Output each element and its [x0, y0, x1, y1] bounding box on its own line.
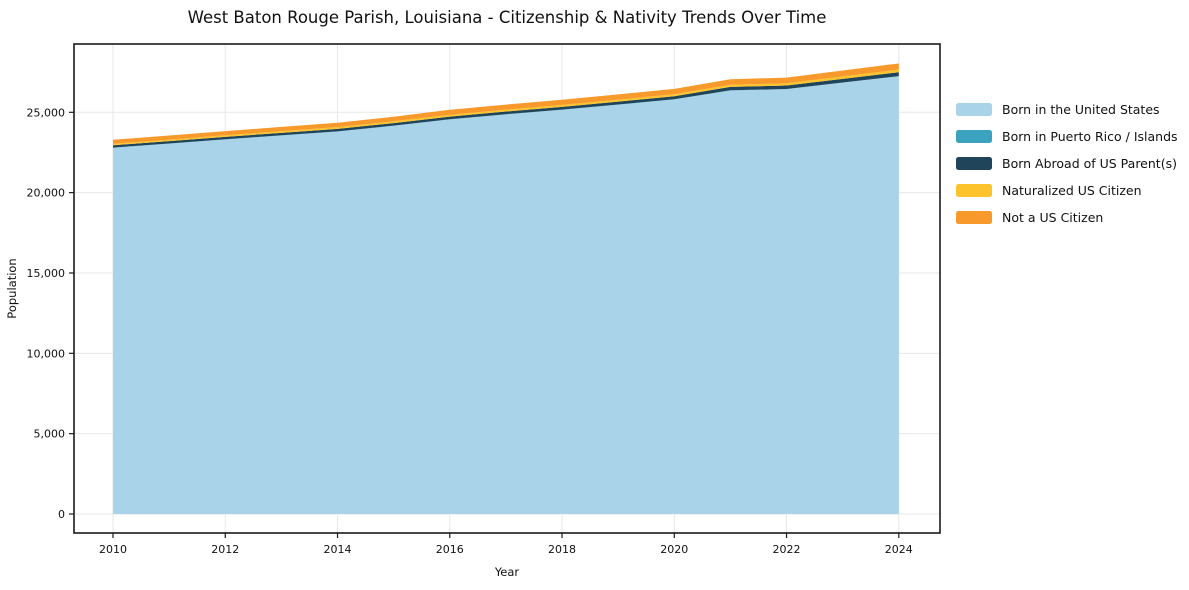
legend-item: Not a US Citizen	[956, 209, 1178, 225]
legend-label: Not a US Citizen	[1002, 209, 1104, 225]
legend-label: Born in the United States	[1002, 101, 1160, 117]
y-tick-label: 20,000	[27, 187, 66, 200]
x-tick-label: 2022	[773, 543, 801, 556]
legend-label: Born in Puerto Rico / Islands	[1002, 128, 1178, 144]
legend-label: Naturalized US Citizen	[1002, 182, 1142, 198]
y-axis-label: Population	[5, 258, 19, 318]
x-tick-label: 2018	[548, 543, 576, 556]
area-series-born-in-the-united-states	[113, 76, 899, 514]
y-tick-label: 5,000	[34, 428, 66, 441]
legend-label: Born Abroad of US Parent(s)	[1002, 155, 1177, 171]
legend-swatch-icon	[956, 210, 992, 224]
x-axis-label: Year	[494, 565, 520, 579]
y-tick-label: 25,000	[27, 106, 66, 119]
y-tick-label: 10,000	[27, 347, 66, 360]
legend-item: Born in the United States	[956, 101, 1178, 117]
legend-item: Born Abroad of US Parent(s)	[956, 155, 1178, 171]
legend: Born in the United States Born in Puerto …	[956, 101, 1178, 225]
area-series-not-a-us-citizen	[113, 63, 899, 144]
legend-swatch-icon	[956, 129, 992, 143]
x-tick-label: 2014	[324, 543, 352, 556]
chart-title: West Baton Rouge Parish, Louisiana - Cit…	[187, 8, 827, 27]
y-tick-label: 0	[58, 508, 65, 521]
x-tick-label: 2010	[99, 543, 127, 556]
area-series-born-abroad-of-us-parent-s-	[113, 72, 899, 148]
plot-border	[73, 43, 941, 534]
x-tick-label: 2012	[211, 543, 239, 556]
legend-item: Naturalized US Citizen	[956, 182, 1178, 198]
x-tick-label: 2024	[885, 543, 913, 556]
x-tick-label: 2016	[436, 543, 464, 556]
legend-swatch-icon	[956, 102, 992, 116]
x-tick-label: 2020	[660, 543, 688, 556]
legend-item: Born in Puerto Rico / Islands	[956, 128, 1178, 144]
y-tick-label: 15,000	[27, 267, 66, 280]
legend-swatch-icon	[956, 156, 992, 170]
legend-swatch-icon	[956, 183, 992, 197]
